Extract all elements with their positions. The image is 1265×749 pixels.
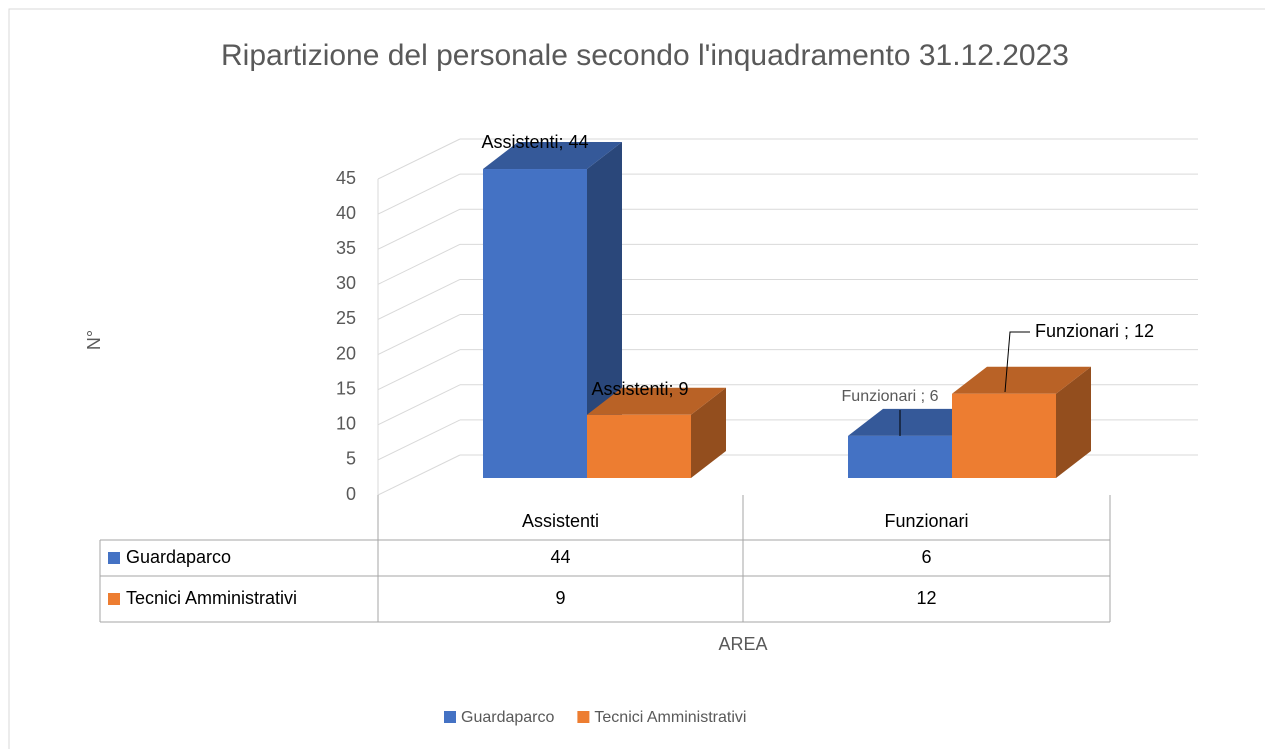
grid-line	[377, 278, 461, 320]
y-tick-label: 20	[336, 343, 356, 363]
legend-key	[444, 711, 456, 723]
grid-line	[377, 349, 461, 391]
chart-frame	[8, 8, 1265, 749]
y-axis-label: N°	[84, 330, 104, 350]
grid-line	[377, 243, 461, 285]
y-tick-label: 25	[336, 308, 356, 328]
grid-line	[377, 419, 461, 461]
y-tick-label: 40	[336, 203, 356, 223]
bar-top	[483, 142, 622, 170]
x-axis-label: AREA	[718, 634, 767, 654]
y-tick-label: 45	[336, 168, 356, 188]
bar-side	[1056, 366, 1091, 478]
bar	[483, 169, 587, 478]
legend-key	[577, 711, 590, 723]
legend-label: Tecnici Amministrativi	[594, 709, 746, 726]
table-cell: 6	[921, 547, 931, 567]
table-cell: 44	[550, 547, 570, 567]
legend-label: Guardaparco	[461, 709, 554, 726]
y-tick-label: 30	[336, 273, 356, 293]
x-tick-label: Assistenti	[522, 511, 599, 531]
y-tick-label: 10	[336, 414, 356, 434]
y-tick-label: 5	[346, 449, 356, 469]
chart-title: Ripartizione del personale secondo l'inq…	[221, 39, 1069, 72]
table-cell: 9	[555, 588, 565, 608]
data-label: Funzionari ; 6	[842, 388, 939, 405]
y-tick-label: 0	[346, 484, 356, 504]
bar-side	[587, 142, 622, 478]
table-legend-key	[108, 593, 120, 605]
bar-side	[691, 387, 726, 478]
table-cell: 12	[916, 588, 936, 608]
table-row-label: Guardaparco	[126, 547, 231, 567]
bar	[587, 414, 691, 478]
data-label: Assistenti; 44	[481, 132, 588, 152]
grid-line	[377, 173, 461, 215]
grid-line	[377, 314, 461, 356]
table-legend-key	[108, 552, 120, 564]
bar	[848, 435, 952, 478]
bar	[952, 393, 1056, 478]
data-label: Funzionari ; 12	[1035, 321, 1154, 341]
bar-top	[952, 366, 1091, 394]
x-tick-label: Funzionari	[884, 511, 968, 531]
bar-top	[587, 387, 726, 415]
leader-line	[1004, 331, 1030, 393]
grid-line	[377, 208, 461, 250]
grid-line	[377, 138, 461, 180]
y-tick-label: 15	[336, 378, 356, 398]
grid-line	[377, 454, 461, 496]
table-row-label: Tecnici Amministrativi	[126, 588, 297, 608]
data-label: Assistenti; 9	[591, 379, 688, 399]
y-tick-label: 35	[336, 238, 356, 258]
grid-line	[377, 384, 461, 426]
